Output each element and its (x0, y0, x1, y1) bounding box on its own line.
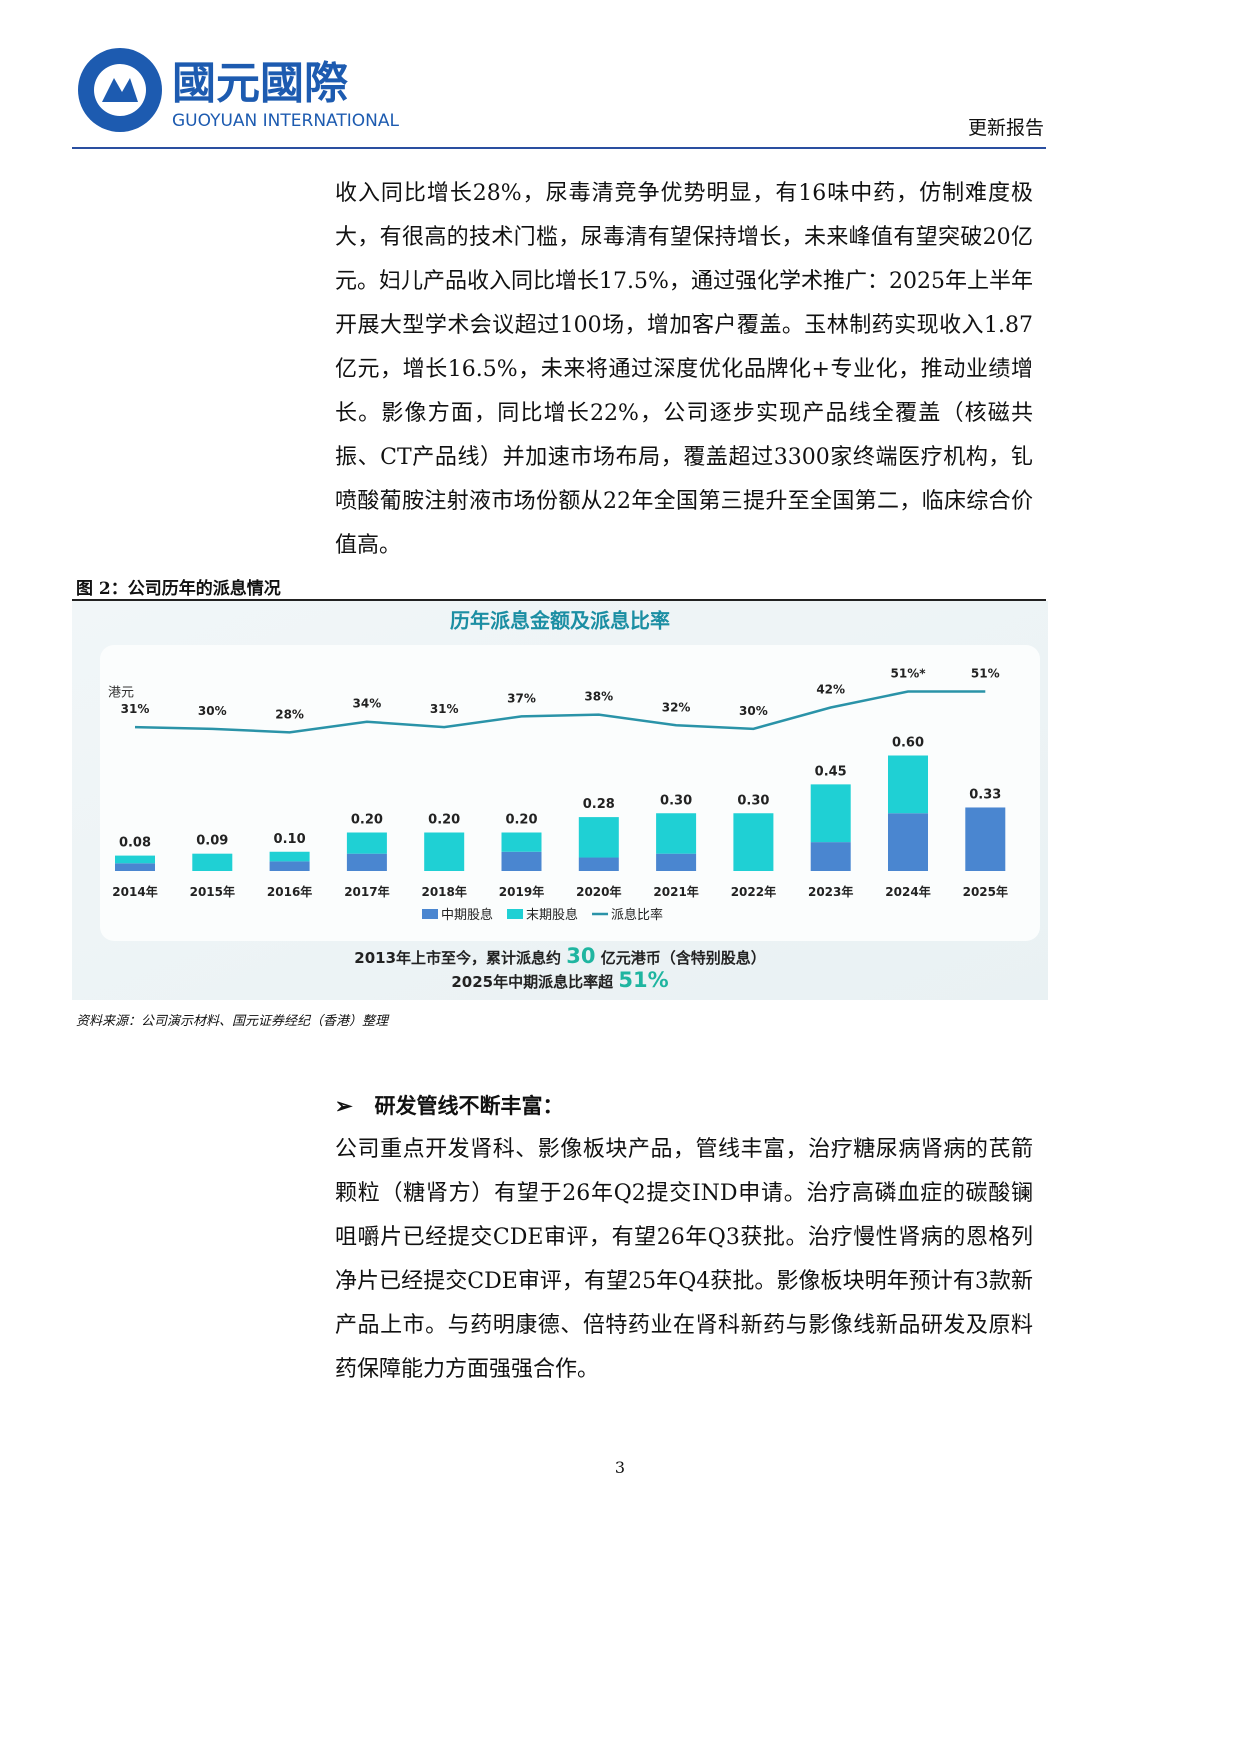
logo-en: GUOYUAN INTERNATIONAL (172, 111, 399, 131)
total-label: 0.08 (119, 836, 151, 851)
ratio-label: 38% (584, 690, 613, 704)
legend-label: 末期股息 (526, 907, 578, 923)
bar-segment (115, 863, 155, 871)
legend-swatch (422, 909, 438, 919)
total-label: 0.20 (351, 813, 383, 828)
bar-segment (733, 813, 774, 871)
y-unit: 港元 (108, 686, 134, 701)
bar-segment (501, 832, 542, 852)
figure-source: 资料来源：公司演示材料、国元证券经纪（香港）整理 (76, 1014, 389, 1029)
report-type: 更新报告 (967, 117, 1044, 139)
ratio-label: 30% (739, 704, 768, 718)
x-tick-label: 2025年 (963, 884, 1008, 899)
total-label: 0.09 (196, 834, 228, 849)
chart-note: 2025年中期派息比率超 51% (451, 968, 668, 992)
bar-segment (269, 861, 310, 871)
bar-segment (578, 857, 619, 871)
x-tick-label: 2015年 (190, 884, 235, 899)
total-label: 0.60 (892, 736, 924, 751)
legend-swatch (507, 909, 524, 919)
x-tick-label: 2017年 (344, 884, 389, 899)
bar-segment (810, 784, 851, 843)
note-highlight: 30 (566, 944, 595, 968)
bar-segment (810, 842, 851, 871)
figure-rule (72, 599, 1046, 601)
ratio-label: 42% (816, 683, 845, 697)
paragraph: 公司重点开发肾科、影像板块产品，管线丰富，治疗糖尿病肾病的芪箭颗粒（糖肾方）有望… (335, 1137, 1033, 1382)
chart-title: 历年派息金额及派息比率 (450, 609, 670, 633)
legend-label: 派息比率 (611, 907, 663, 923)
chart-note: 2013年上市至今，累计派息约 30 亿元港币（含特别股息） (354, 944, 765, 968)
bar-segment (424, 832, 465, 871)
total-label: 0.30 (660, 793, 692, 808)
section-heading: ➢ 研发管线不断丰富： (335, 1090, 564, 1120)
total-label: 0.45 (815, 764, 847, 779)
total-label: 0.20 (505, 813, 537, 828)
bar-segment (192, 853, 233, 871)
total-label: 0.10 (274, 832, 306, 847)
ratio-label: 51%* (891, 667, 927, 681)
note-text: 2025年中期派息比率超 (451, 973, 618, 991)
ratio-label: 51% (971, 667, 1000, 681)
heading-text: 研发管线不断丰富： (374, 1093, 564, 1118)
note-text: 亿元港币（含特别股息） (595, 949, 765, 967)
ratio-label: 31% (430, 702, 459, 716)
ratio-label: 30% (198, 704, 227, 718)
bar-segment (656, 853, 697, 871)
total-label: 0.28 (583, 797, 615, 812)
bar-segment (656, 813, 697, 854)
bullet: ➢ (335, 1093, 375, 1118)
logo-cn: 國元國際 (172, 58, 348, 109)
ratio-label: 34% (353, 697, 382, 711)
page-number: 3 (614, 1458, 626, 1477)
bar-segment (888, 813, 928, 871)
bar-segment (346, 853, 387, 871)
ratio-label: 28% (275, 707, 304, 721)
total-label: 0.30 (737, 793, 769, 808)
logo: 國元國際 GUOYUAN INTERNATIONAL (78, 48, 399, 132)
chart: 历年派息金额及派息比率 港元 31% 30% 28% 34% 31% 37% 38% 32% 3… (72, 601, 1048, 1000)
bar-segment (269, 851, 310, 862)
ratio-label: 31% (121, 702, 150, 716)
x-tick-label: 2024年 (885, 884, 930, 899)
bar-segment (965, 807, 1006, 871)
bar-segment (888, 755, 928, 814)
figure-caption: 图 2：公司历年的派息情况 (76, 579, 281, 599)
x-tick-label: 2014年 (112, 884, 157, 899)
x-tick-label: 2020年 (576, 884, 621, 899)
x-tick-label: 2019年 (499, 884, 544, 899)
bar-segment (346, 832, 387, 854)
total-label: 0.20 (428, 813, 460, 828)
bar-segment (501, 851, 542, 871)
ratio-label: 32% (662, 700, 691, 714)
bar-segment (578, 817, 619, 858)
chart-panel (100, 645, 1040, 941)
x-tick-label: 2016年 (267, 884, 312, 899)
ratio-label: 37% (507, 691, 536, 705)
ratio-line (134, 690, 986, 734)
note-text: 2013年上市至今，累计派息约 (354, 949, 566, 967)
header-rule (72, 147, 1046, 149)
x-tick-label: 2021年 (653, 884, 698, 899)
x-tick-label: 2023年 (808, 884, 853, 899)
legend-label: 中期股息 (441, 907, 493, 923)
note-highlight: 51% (618, 968, 668, 992)
logo-mark-shape (102, 78, 138, 102)
paragraph: 收入同比增长28%，尿毒清竞争优势明显，有16味中药，仿制难度极大，有很高的技术… (335, 181, 1033, 558)
x-tick-label: 2022年 (731, 884, 776, 899)
x-tick-label: 2018年 (421, 884, 466, 899)
total-label: 0.33 (969, 787, 1001, 802)
bar-segment (115, 855, 155, 864)
